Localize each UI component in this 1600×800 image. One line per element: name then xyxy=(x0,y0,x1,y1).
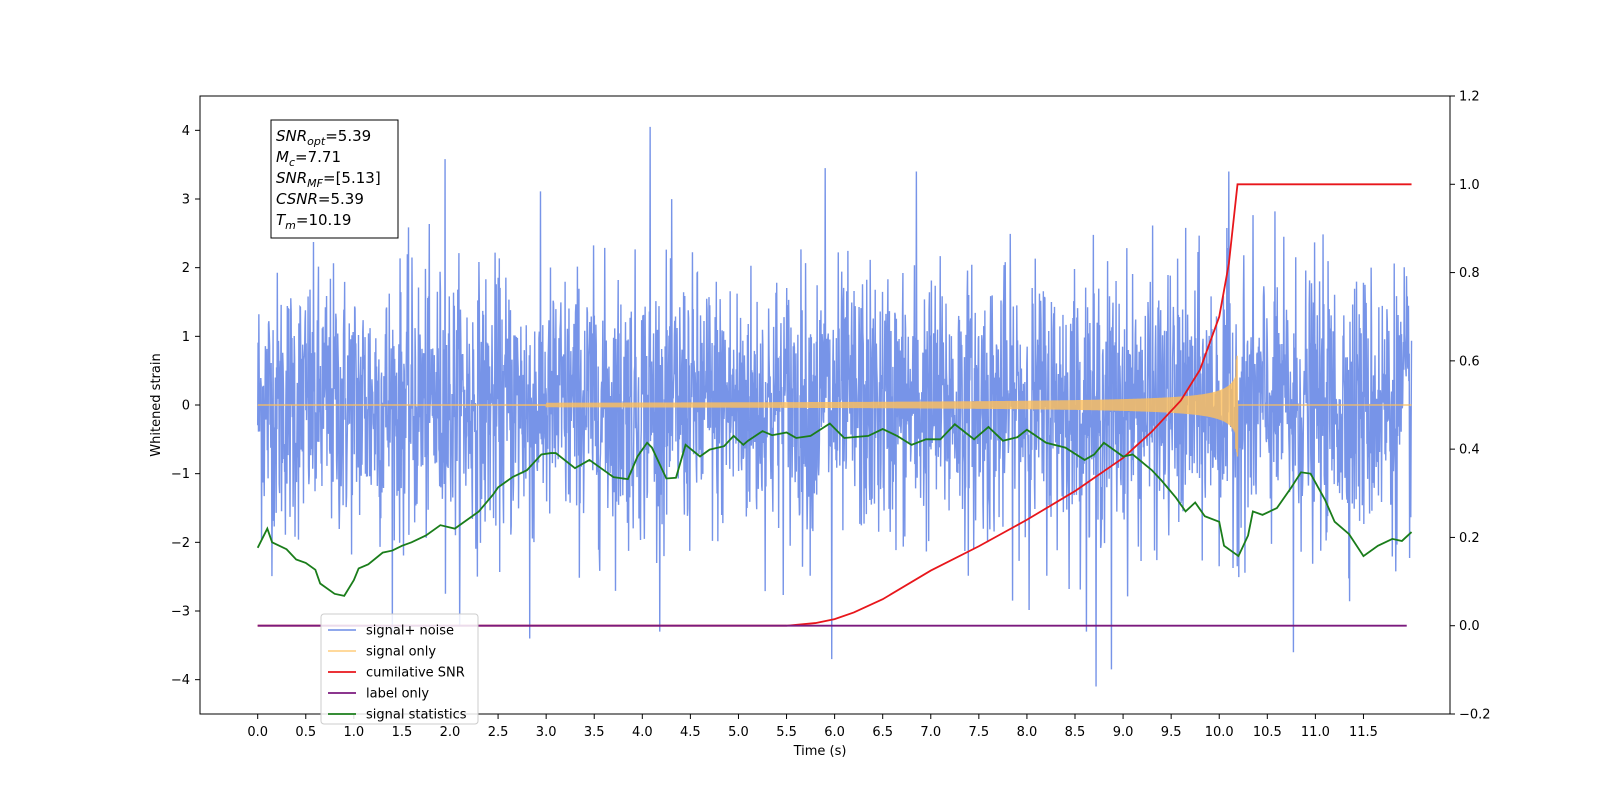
legend-item: label only xyxy=(328,687,429,702)
legend-label: label only xyxy=(366,687,429,702)
y2-tick-label: 0.0 xyxy=(1459,619,1480,634)
y-tick-label: 0 xyxy=(182,399,190,414)
x-axis-label: Time (s) xyxy=(793,744,847,759)
x-tick-label: 7.0 xyxy=(920,725,941,740)
y2-tick-label: 0.4 xyxy=(1459,443,1480,458)
series-signal-only xyxy=(257,355,1412,457)
y-tick-label: 3 xyxy=(182,193,190,208)
x-tick-label: 11.0 xyxy=(1301,725,1330,740)
x-tick-label: 7.5 xyxy=(969,725,990,740)
series-signal-noise xyxy=(256,126,1413,687)
legend-item: cumilative SNR xyxy=(328,666,465,681)
y2-tick-label: 0.2 xyxy=(1459,531,1480,546)
y-tick-label: 2 xyxy=(182,261,190,276)
legend-item: signal statistics xyxy=(328,708,467,723)
x-tick-label: 10.0 xyxy=(1205,725,1234,740)
x-tick-label: 8.0 xyxy=(1017,725,1038,740)
stats-line: SNRopt=5.39 xyxy=(276,127,371,148)
legend-label: signal statistics xyxy=(366,708,467,723)
stats-line: Mc=7.71 xyxy=(276,148,341,169)
x-tick-label: 3.5 xyxy=(584,725,605,740)
legend-label: signal only xyxy=(366,645,436,660)
x-tick-label: 5.5 xyxy=(776,725,797,740)
x-tick-label: 5.0 xyxy=(728,725,749,740)
x-axis: 0.0 0.5 1.0 1.5 2.0 2.5 3.0 3.5 4.0 4.5 5.0 5.5 6.0 6… xyxy=(247,714,1378,740)
legend-label: signal+ noise xyxy=(366,624,454,639)
x-tick-label: 10.5 xyxy=(1253,725,1282,740)
x-tick-label: 1.5 xyxy=(392,725,413,740)
y2-tick-label: 1.2 xyxy=(1459,90,1480,105)
series-signal-statistics xyxy=(256,422,1413,597)
x-tick-label: 2.0 xyxy=(440,725,461,740)
legend-item: signal+ noise xyxy=(328,624,454,639)
y-axis-left: −4 −3 −2 −1 0 1 2 3 4 xyxy=(171,124,200,688)
y-tick-label: −3 xyxy=(171,605,190,620)
y-tick-label: −1 xyxy=(171,467,190,482)
stats-line: Tm=10.19 xyxy=(276,211,351,232)
y-tick-label: −2 xyxy=(171,536,190,551)
x-tick-label: 9.5 xyxy=(1161,725,1182,740)
x-tick-label: 11.5 xyxy=(1349,725,1378,740)
x-tick-label: 1.0 xyxy=(344,725,365,740)
legend-label: cumilative SNR xyxy=(366,666,465,681)
x-tick-label: 6.5 xyxy=(872,725,893,740)
legend-item: signal only xyxy=(328,645,436,660)
y2-tick-label: 1.0 xyxy=(1459,178,1480,193)
x-tick-label: 2.5 xyxy=(488,725,509,740)
x-tick-label: 0.5 xyxy=(295,725,316,740)
y2-tick-label: 0.6 xyxy=(1459,354,1480,369)
stats-line: SNRMF=[5.13] xyxy=(276,169,381,190)
series-cumilative-snr xyxy=(257,183,1412,627)
x-tick-label: 9.0 xyxy=(1113,725,1134,740)
legend: signal+ noise signal only cumilative SNR la… xyxy=(320,613,479,725)
y-tick-label: 4 xyxy=(182,124,190,139)
x-tick-label: 8.5 xyxy=(1065,725,1086,740)
y-axis-right: −0.2 0.0 0.2 0.4 0.6 0.8 1.0 1.2 xyxy=(1450,90,1491,723)
plot-area xyxy=(256,126,1413,687)
y2-tick-label: 0.8 xyxy=(1459,266,1480,281)
x-tick-label: 4.0 xyxy=(632,725,653,740)
stats-line: CSNR=5.39 xyxy=(276,190,364,208)
x-tick-label: 6.0 xyxy=(824,725,845,740)
y2-tick-label: −0.2 xyxy=(1459,708,1491,723)
x-tick-label: 4.5 xyxy=(680,725,701,740)
x-tick-label: 3.0 xyxy=(536,725,557,740)
x-tick-label: 0.0 xyxy=(247,725,268,740)
y-axis-label: Whitened strain xyxy=(149,353,164,456)
y-tick-label: 1 xyxy=(182,330,190,345)
y-tick-label: −4 xyxy=(171,673,190,688)
